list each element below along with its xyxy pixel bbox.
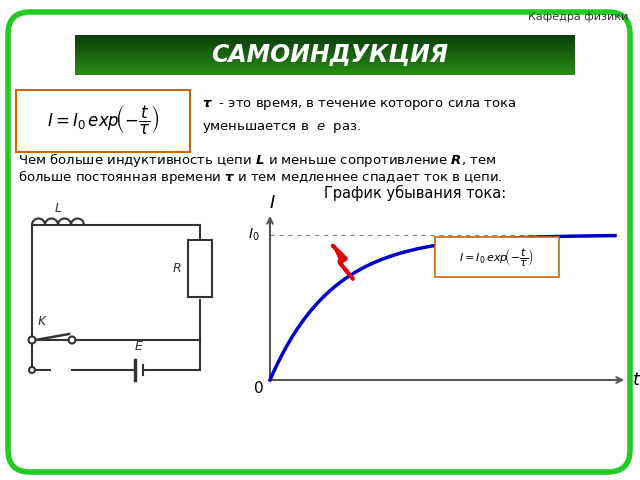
Text: $R$: $R$ [173,262,182,275]
Bar [75,63,575,64]
FancyBboxPatch shape [435,237,559,277]
Text: $0$: $0$ [253,380,263,396]
Bar [75,65,575,66]
Text: $E$: $E$ [134,340,144,353]
Bar [75,71,575,72]
Bar [75,52,575,53]
Bar [75,39,575,40]
Bar [75,42,575,43]
Bar [188,240,212,297]
Bar [75,51,575,52]
Text: уменьшается в  $\mathit{e}$  раз.: уменьшается в $\mathit{e}$ раз. [202,121,361,135]
Bar [75,38,575,39]
Bar [75,54,575,55]
FancyBboxPatch shape [16,90,190,152]
Bar [75,36,575,37]
Bar [75,70,575,71]
Text: $I$: $I$ [269,194,275,212]
Bar [75,50,575,51]
Bar [75,49,575,50]
Text: $I = I_0\, \mathit{exp}\!\left(-\dfrac{t}{\tau}\right)$: $I = I_0\, \mathit{exp}\!\left(-\dfrac{t… [47,104,159,136]
FancyBboxPatch shape [8,12,630,472]
Text: САМОИНДУКЦИЯ: САМОИНДУКЦИЯ [211,42,449,66]
Bar [75,55,575,56]
Bar [75,73,575,74]
Bar [75,59,575,60]
Circle shape [68,336,76,344]
Bar [75,35,575,36]
Bar [75,62,575,63]
Bar [75,44,575,45]
Text: Чем больше индуктивность цепи $\boldsymbol{L}$ и меньше сопротивление $\boldsymb: Чем больше индуктивность цепи $\boldsymb… [18,151,496,169]
Text: График убывания тока:: График убывания тока: [324,185,506,201]
Text: $L$: $L$ [54,202,62,215]
Text: $I = I_0\,exp\!\left(-\dfrac{t}{\tau}\right)$: $I = I_0\,exp\!\left(-\dfrac{t}{\tau}\ri… [460,246,534,268]
Bar [75,45,575,46]
Bar [75,53,575,54]
Bar [75,57,575,58]
Bar [75,60,575,61]
Bar [75,66,575,67]
Bar [75,46,575,47]
Bar [75,72,575,73]
Bar [75,61,575,62]
Text: Кафедра физики: Кафедра физики [528,12,628,22]
Bar [75,64,575,65]
Text: больше постоянная времени $\boldsymbol{\tau}$ и тем медленнее спадает ток в цепи: больше постоянная времени $\boldsymbol{\… [18,168,502,186]
Bar [75,56,575,57]
Bar [75,58,575,59]
Bar [75,41,575,42]
Bar [75,37,575,38]
Text: $K$: $K$ [37,315,48,328]
Text: $\boldsymbol{\tau}$  - это время, в течение которого сила тока: $\boldsymbol{\tau}$ - это время, в течен… [202,98,516,112]
Circle shape [29,336,35,344]
Bar [75,67,575,68]
Bar [75,74,575,75]
Polygon shape [334,247,350,276]
Bar [75,40,575,41]
Bar [75,48,575,49]
Bar [75,68,575,69]
Circle shape [29,367,35,373]
Bar [75,43,575,44]
Bar [75,47,575,48]
Text: $I_0$: $I_0$ [248,227,260,243]
Text: $t$: $t$ [632,371,640,389]
Bar [75,69,575,70]
